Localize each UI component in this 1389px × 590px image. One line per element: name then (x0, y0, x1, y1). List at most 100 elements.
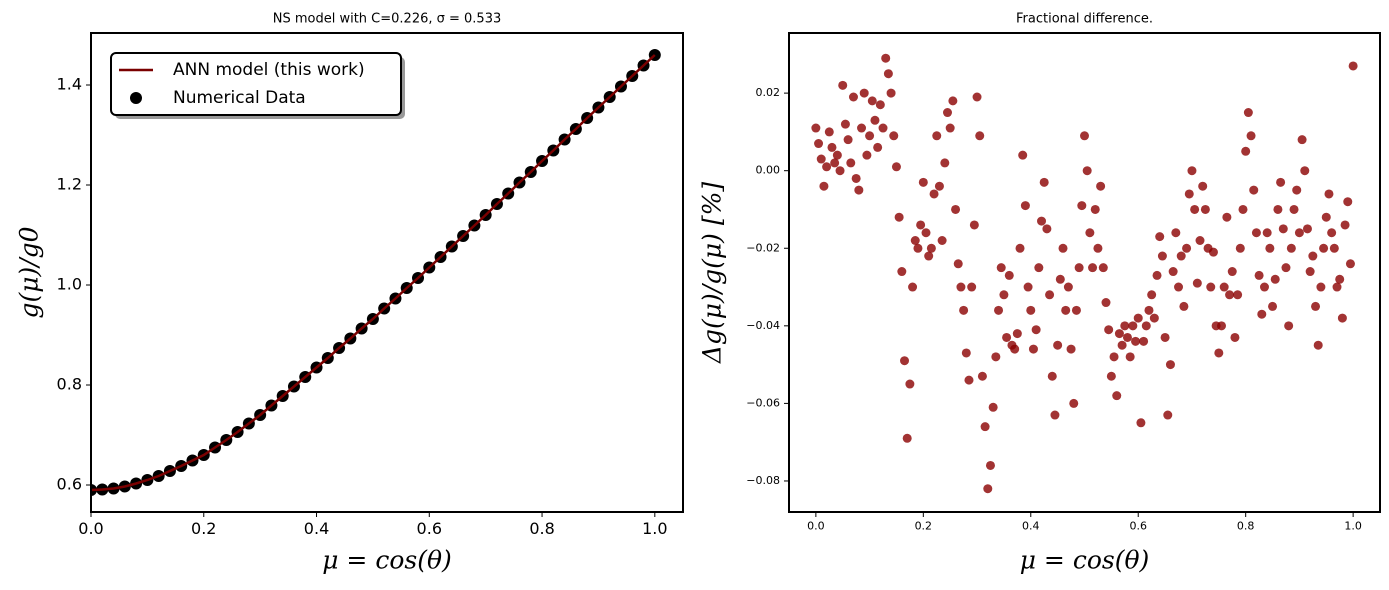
scatter-point (1131, 336, 1141, 346)
scatter-point (1149, 313, 1159, 323)
x-tick-label: 0.2 (915, 520, 933, 533)
scatter-point (889, 131, 899, 141)
y-tick-label: −0.02 (746, 241, 780, 254)
scatter-point (1214, 348, 1224, 358)
x-tick-label: 1.0 (642, 519, 667, 538)
legend (110, 52, 402, 116)
scatter-point (1136, 418, 1146, 428)
scatter-point (1028, 344, 1038, 354)
scatter-point (1165, 360, 1175, 370)
scatter-point (964, 375, 974, 385)
scatter-point (859, 88, 869, 98)
scatter-point (1012, 329, 1022, 339)
scatter-point (1112, 391, 1122, 401)
y-tick-label: −0.04 (746, 319, 780, 332)
scatter-point (1104, 325, 1114, 335)
scatter-point (1217, 321, 1227, 331)
plot-area (91, 49, 661, 496)
scatter-point (1141, 321, 1151, 331)
scatter-point (1321, 212, 1331, 222)
scatter-point (1114, 329, 1124, 339)
scatter-point (961, 348, 971, 358)
scatter-point (1088, 263, 1098, 273)
scatter-point (1198, 181, 1208, 191)
scatter-point (1163, 410, 1173, 420)
scatter-point (811, 123, 821, 133)
scatter-point (814, 139, 824, 149)
x-axis-label: μ = cos(θ) (322, 546, 452, 575)
scatter-point (1340, 220, 1350, 230)
scatter-point (1120, 321, 1130, 331)
scatter-point (905, 379, 915, 389)
scatter-point (1155, 232, 1165, 242)
scatter-point (932, 131, 942, 141)
scatter-point (977, 371, 987, 381)
scatter-point (1080, 131, 1089, 141)
scatter-point (1152, 270, 1162, 280)
scatter-point (1348, 61, 1358, 71)
x-tick-label: 0.2 (191, 519, 216, 538)
scatter-point (1020, 201, 1030, 211)
axes-frame (90, 32, 684, 513)
scatter-point (1004, 270, 1014, 280)
scatter-point (1297, 135, 1307, 145)
scatter-point (1147, 290, 1157, 300)
scatter-point (1335, 274, 1345, 284)
scatter-point (1133, 313, 1143, 323)
scatter-point (1128, 321, 1138, 331)
y-tick-label: 0.02 (756, 86, 781, 99)
scatter-point (1066, 344, 1076, 354)
scatter-point (1117, 340, 1127, 350)
scatter-point (830, 158, 840, 168)
scatter-point (918, 177, 928, 187)
scatter-point (1174, 282, 1184, 292)
legend-label: ANN model (this work) (173, 60, 365, 80)
legend-swatch (130, 92, 142, 104)
scatter-point (1176, 251, 1186, 261)
x-tick-label: 0.8 (529, 519, 554, 538)
scatter-point (1230, 332, 1240, 342)
scatter-point (1284, 321, 1294, 331)
scatter-point (1337, 313, 1347, 323)
scatter-point (1343, 197, 1353, 207)
scatter-point (1257, 309, 1267, 319)
scatter-point (1313, 340, 1323, 350)
scatter-point (862, 150, 872, 160)
scatter-point (1063, 282, 1073, 292)
scatter-point (1071, 305, 1081, 315)
scatter-point (1292, 185, 1302, 195)
scatter-point (1125, 352, 1135, 362)
scatter-point (969, 220, 979, 230)
scatter-point (902, 433, 912, 443)
scatter-point (1227, 267, 1237, 277)
scatter-point (1246, 131, 1256, 141)
scatter-point (975, 131, 985, 141)
scatter-point (1090, 204, 1100, 214)
scatter-point (854, 185, 864, 195)
scatter-point (1254, 270, 1264, 280)
scatter-point (1010, 344, 1020, 354)
scatter-point (1195, 236, 1205, 246)
scatter-point (1311, 301, 1321, 311)
scatter-point (1101, 298, 1111, 308)
scatter-point (900, 356, 910, 366)
scatter-point (1122, 332, 1132, 342)
scatter-point (851, 173, 861, 183)
scatter-point (870, 115, 880, 125)
scatter-point (1144, 305, 1154, 315)
line (91, 54, 656, 492)
scatter-point (1259, 282, 1269, 292)
scatter-point (843, 135, 853, 145)
scatter-point (819, 181, 829, 191)
x-tick-label: 0.6 (417, 519, 442, 538)
y-tick-label: −0.08 (746, 474, 780, 487)
scatter-point (948, 96, 958, 106)
scatter-point (1002, 332, 1012, 342)
scatter-point (1034, 263, 1044, 273)
scatter-point (1324, 189, 1334, 199)
y-tick-label: 1.4 (57, 75, 82, 94)
scatter-point (1241, 146, 1251, 156)
x-tick-label: 0.8 (1237, 520, 1255, 533)
scatter-point (1053, 340, 1063, 350)
scatter-point (1262, 228, 1272, 238)
